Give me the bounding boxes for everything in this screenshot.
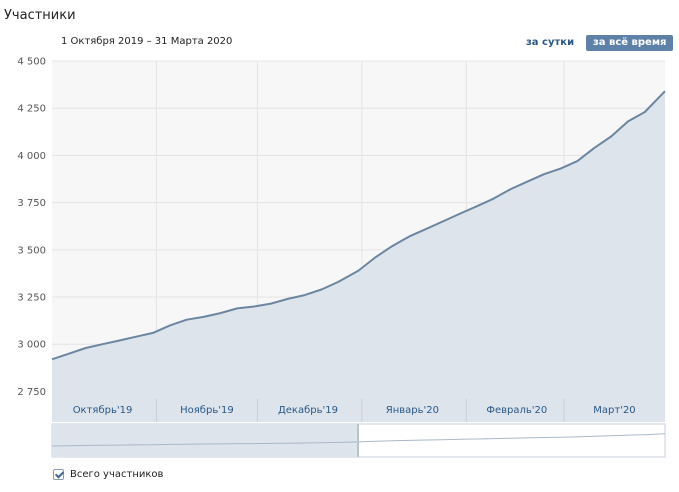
x-axis: Октябрь'19 Ноябрь'19 Декабрь'19 Январь'20 Фе… [73, 405, 636, 416]
x-axis-band [52, 399, 665, 422]
y-tick-label: 4 000 [17, 151, 46, 162]
legend[interactable]: Всего участников [53, 466, 163, 482]
y-tick-label: 3 250 [17, 293, 46, 304]
x-tick-label: Ноябрь'19 [180, 405, 234, 416]
period-all-button[interactable]: за всё время [586, 35, 674, 51]
y-axis: 2 750 3 000 3 250 3 500 3 750 4 000 4 250 4 500 [17, 57, 46, 398]
series-line [51, 90, 666, 361]
x-tick-label: Декабрь'19 [278, 405, 338, 416]
date-range[interactable]: 1 Октября 2019 – 31 Марта 2020 [61, 36, 233, 47]
period-day-button[interactable]: за сутки [526, 37, 575, 48]
series-area [52, 91, 665, 399]
page-title: Участники [4, 8, 76, 23]
x-tick-label: Февраль'20 [486, 405, 547, 416]
navigator-shaded [52, 424, 357, 457]
y-tick-label: 3 750 [17, 198, 46, 209]
y-tick-label: 3 500 [17, 245, 46, 256]
y-tick-label: 3 000 [17, 340, 46, 351]
y-tick-label: 2 750 [17, 387, 46, 398]
legend-label: Всего участников [70, 468, 164, 480]
x-tick-label: Март'20 [593, 405, 635, 416]
x-axis-separators [155, 399, 565, 422]
y-tick-label: 4 500 [17, 57, 46, 68]
navigator-selection-handle[interactable] [357, 424, 359, 457]
x-tick-label: Январь'20 [386, 405, 439, 416]
legend-checkbox[interactable] [53, 468, 64, 480]
x-tick-label: Октябрь'19 [73, 405, 133, 416]
y-tick-label: 4 250 [17, 104, 46, 115]
